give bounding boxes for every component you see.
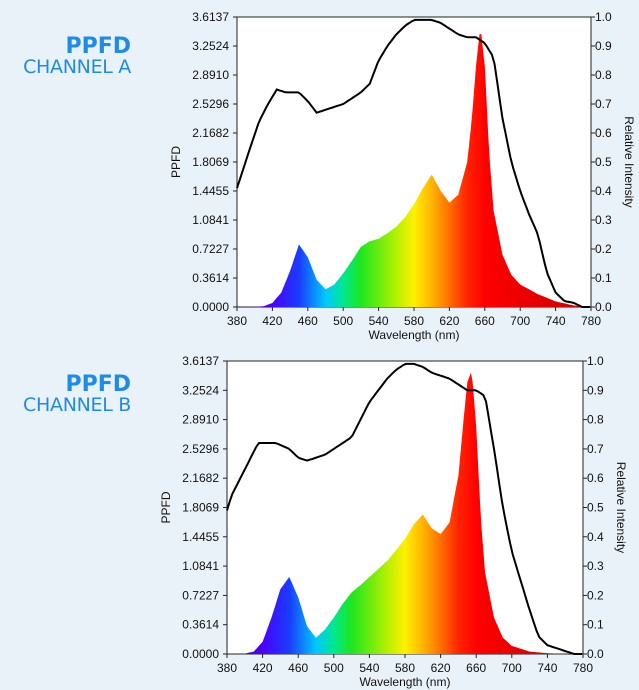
ppfd-spectrum-area bbox=[237, 34, 591, 307]
x-tick-label: 700 bbox=[510, 314, 530, 328]
x-tick-label: 540 bbox=[359, 661, 379, 675]
y2-axis-label: Relative Intensity bbox=[622, 116, 636, 207]
x-tick-label: 660 bbox=[475, 314, 495, 328]
y2-tick-label: 0.5 bbox=[595, 155, 612, 169]
x-tick-label: 620 bbox=[431, 661, 451, 675]
x-tick-label: 500 bbox=[333, 314, 353, 328]
y-tick-label: 1.0841 bbox=[192, 213, 229, 227]
y-tick-label: 2.1682 bbox=[182, 471, 219, 485]
y2-tick-label: 0.7 bbox=[587, 442, 604, 456]
x-tick-label: 780 bbox=[573, 661, 593, 675]
y-tick-label: 1.8069 bbox=[192, 155, 229, 169]
x-tick-label: 740 bbox=[546, 314, 566, 328]
y2-tick-label: 0.6 bbox=[587, 471, 604, 485]
y2-tick-label: 0.2 bbox=[595, 242, 612, 256]
x-tick-label: 460 bbox=[288, 661, 308, 675]
x-tick-label: 620 bbox=[439, 314, 459, 328]
x-tick-label: 660 bbox=[466, 661, 486, 675]
ppfd-label: PPFD bbox=[65, 372, 131, 397]
channel-label: CHANNEL B bbox=[23, 394, 131, 416]
x-tick-label: 420 bbox=[262, 314, 282, 328]
y2-tick-label: 0.0 bbox=[595, 300, 612, 314]
x-axis-label: Wavelength (nm) bbox=[360, 675, 451, 689]
y2-tick-label: 0.4 bbox=[587, 530, 604, 544]
y2-tick-label: 0.1 bbox=[595, 271, 612, 285]
y2-tick-label: 0.4 bbox=[595, 184, 612, 198]
x-tick-label: 740 bbox=[537, 661, 557, 675]
x-tick-label: 580 bbox=[395, 661, 415, 675]
y-tick-label: 0.7227 bbox=[182, 588, 219, 602]
y-tick-label: 0.3614 bbox=[182, 618, 219, 632]
y2-tick-label: 1.0 bbox=[587, 354, 604, 368]
y-tick-label: 1.0841 bbox=[182, 559, 219, 573]
relative-intensity-line bbox=[236, 18, 591, 308]
x-tick-label: 380 bbox=[227, 314, 247, 328]
y2-tick-label: 0.8 bbox=[587, 413, 604, 427]
y-tick-label: 1.4455 bbox=[182, 530, 219, 544]
y-tick-label: 2.8910 bbox=[192, 68, 229, 82]
y2-tick-label: 0.6 bbox=[595, 126, 612, 140]
ppfd-spectrum-area bbox=[227, 372, 583, 654]
y-tick-label: 3.6137 bbox=[192, 10, 229, 24]
y2-axis-label: Relative Intensity bbox=[614, 462, 628, 553]
y-tick-label: 2.8910 bbox=[182, 413, 219, 427]
y-tick-label: 1.4455 bbox=[192, 184, 229, 198]
y-tick-label: 0.3614 bbox=[192, 271, 229, 285]
y-tick-label: 0.7227 bbox=[192, 242, 229, 256]
y2-tick-label: 0.9 bbox=[595, 39, 612, 53]
y-tick-label: 1.8069 bbox=[182, 501, 219, 515]
spectrum-chart-b: 0.0000 0.3614 0.7227 1.0841 1.4455 1.8069 2.16… bbox=[159, 354, 628, 689]
y-tick-label: 3.2524 bbox=[192, 39, 229, 53]
y2-tick-label: 0.9 bbox=[587, 383, 604, 397]
panel-channel-b: PPFD CHANNEL B 0.0000 0.3614 0.7227 1.0841 1… bbox=[0, 345, 639, 690]
x-tick-label: 580 bbox=[404, 314, 424, 328]
spectrum-chart-a: 0.0000 0.3614 0.7227 1.0841 1.4455 1.8069 2.16… bbox=[169, 10, 636, 342]
y-tick-label: 2.5296 bbox=[192, 97, 229, 111]
x-axis-label: Wavelength (nm) bbox=[369, 328, 460, 342]
y-tick-label: 0.0000 bbox=[192, 300, 229, 314]
x-tick-label: 780 bbox=[581, 314, 601, 328]
x-tick-label: 460 bbox=[298, 314, 318, 328]
y2-tick-label: 0.5 bbox=[587, 501, 604, 515]
ppfd-label: PPFD bbox=[65, 34, 131, 59]
y2-tick-label: 0.3 bbox=[587, 559, 604, 573]
x-tick-label: 540 bbox=[369, 314, 389, 328]
y2-tick-label: 0.7 bbox=[595, 97, 612, 111]
x-tick-label: 420 bbox=[253, 661, 273, 675]
y-tick-label: 3.2524 bbox=[182, 383, 219, 397]
y-tick-label: 2.5296 bbox=[182, 442, 219, 456]
y-tick-label: 2.1682 bbox=[192, 126, 229, 140]
y2-tick-label: 0.1 bbox=[587, 618, 604, 632]
channel-label: CHANNEL A bbox=[23, 56, 131, 78]
y2-tick-label: 0.3 bbox=[595, 213, 612, 227]
x-tick-label: 500 bbox=[324, 661, 344, 675]
relative-intensity-line bbox=[226, 362, 583, 655]
y2-tick-label: 0.0 bbox=[587, 647, 604, 661]
x-tick-label: 700 bbox=[502, 661, 522, 675]
x-tick-label: 380 bbox=[217, 661, 237, 675]
panel-channel-a: PPFD CHANNEL A 0.0000 0.3614 0.7227 1.0841 1… bbox=[23, 10, 636, 342]
y-axis-label: PPFD bbox=[169, 146, 183, 178]
y-axis-label: PPFD bbox=[159, 491, 173, 523]
y2-tick-label: 0.2 bbox=[587, 588, 604, 602]
y-tick-label: 3.6137 bbox=[182, 354, 219, 368]
y2-tick-label: 0.8 bbox=[595, 68, 612, 82]
y-tick-label: 0.0000 bbox=[182, 647, 219, 661]
y2-tick-label: 1.0 bbox=[595, 10, 612, 24]
